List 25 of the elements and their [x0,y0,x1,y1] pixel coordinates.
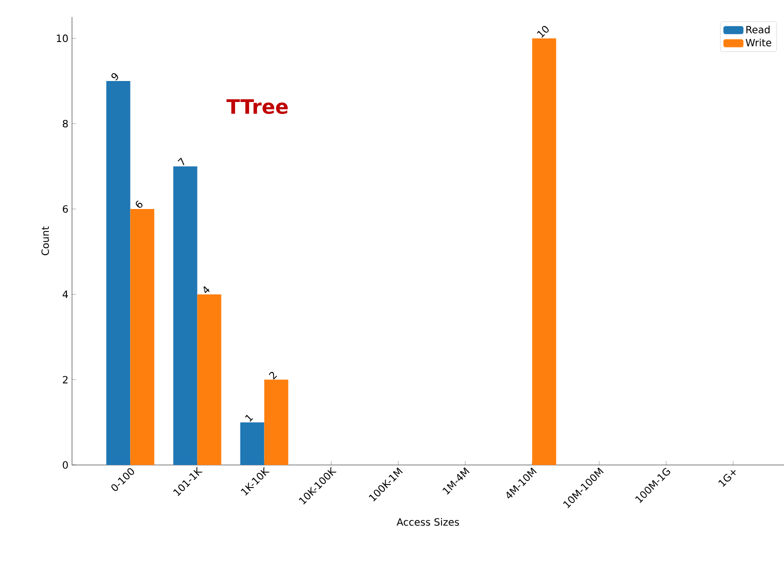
y-tick-label: 2 [62,376,68,384]
data-label: 2 [268,372,278,380]
annotation: TTree [226,99,288,114]
y-tick-label: 6 [62,205,68,213]
y-tick-label: 8 [62,120,68,128]
bar [532,38,556,465]
x-axis-title: Access Sizes [396,518,459,526]
data-label: 1 [245,414,254,422]
bar [264,380,288,465]
y-axis-title: Count [41,226,49,256]
bar [197,294,222,465]
bar [173,166,198,465]
bar [106,80,130,465]
legend-label: Write [746,38,772,46]
data-label: 6 [136,200,142,208]
data-label: 4 [204,286,210,294]
data-label: 9 [111,73,118,80]
y-tick-label: 10 [56,34,68,42]
bar [240,422,264,465]
data-label: 7 [178,158,184,166]
y-tick-label: 4 [62,290,68,298]
bar [130,208,154,465]
y-tick-label: 0 [62,461,68,469]
legend-label: Read [746,26,770,34]
data-label: 10 [537,26,549,38]
